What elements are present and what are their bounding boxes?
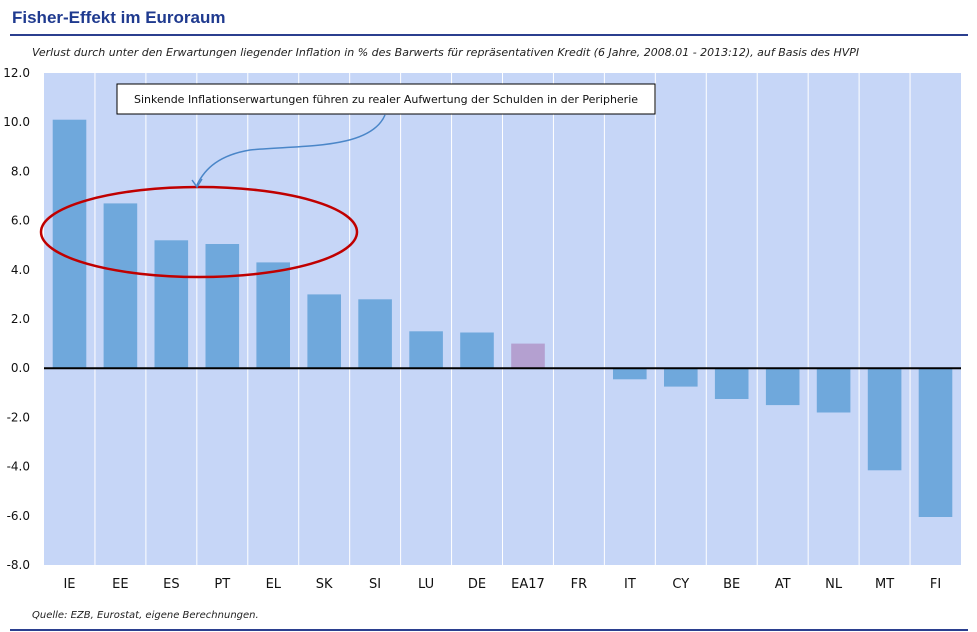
y-tick-label: -8.0 — [7, 558, 30, 572]
arrow-head — [191, 178, 203, 189]
bar-de — [460, 332, 494, 369]
y-tick-label: 0.0 — [11, 361, 30, 375]
x-category-label: EA17 — [511, 577, 545, 592]
bar-sk — [307, 294, 341, 369]
bars — [52, 119, 953, 517]
y-axis-ticks: 12.0 10.0 8.0 6.0 4.0 2.0 0.0 -2.0 -4.0 -6.0 -8.0 — [3, 66, 30, 572]
bar-pt — [205, 244, 240, 369]
bar-fi — [918, 368, 953, 517]
x-category-label: CY — [672, 577, 689, 592]
bar-es — [154, 240, 189, 369]
annotation-arrow — [196, 114, 386, 186]
x-category-label: MT — [875, 577, 894, 592]
bar-el — [256, 262, 290, 369]
x-category-label: BE — [723, 577, 740, 592]
y-tick-label: 4.0 — [11, 263, 30, 277]
chart-subtitle: Verlust durch unter den Erwartungen lieg… — [32, 46, 860, 59]
bar-si — [358, 299, 392, 369]
bar-ea17 — [511, 343, 545, 369]
y-tick-label: 10.0 — [3, 115, 30, 129]
bar-nl — [816, 368, 851, 413]
bar-at — [765, 368, 800, 406]
y-tick-label: -4.0 — [7, 460, 30, 474]
bar-ie — [52, 119, 87, 369]
x-category-label: SI — [369, 577, 381, 592]
x-category-label: ES — [163, 577, 179, 592]
x-category-label: FI — [930, 577, 941, 592]
y-tick-label: 2.0 — [11, 312, 30, 326]
chart-title: Fisher-Effekt im Euroraum — [12, 8, 226, 27]
x-category-label: EL — [266, 577, 282, 592]
bar-ee — [103, 203, 138, 369]
x-category-label: IE — [63, 577, 75, 592]
x-category-label: LU — [418, 577, 434, 592]
annotation-text: Sinkende Inflationserwartungen führen zu… — [134, 93, 638, 106]
y-tick-label: -6.0 — [7, 509, 30, 523]
bottom-divider — [10, 629, 968, 631]
x-category-label: SK — [316, 577, 333, 592]
annotation-box — [116, 83, 656, 115]
x-category-label: EE — [112, 577, 128, 592]
y-tick-label: 8.0 — [11, 164, 30, 178]
x-category-label: DE — [468, 577, 486, 592]
y-tick-label: -2.0 — [7, 410, 30, 424]
x-category-label: IT — [624, 577, 636, 592]
y-tick-label: 12.0 — [3, 66, 30, 80]
y-tick-label: 6.0 — [11, 214, 30, 228]
bar-it — [613, 368, 647, 380]
x-category-label: AT — [775, 577, 791, 592]
highlight-ellipse — [39, 185, 359, 279]
grid-lines — [94, 73, 911, 565]
x-category-label: NL — [825, 577, 843, 592]
source-note: Quelle: EZB, Eurostat, eigene Berechnung… — [32, 610, 259, 621]
bar-cy — [664, 368, 698, 387]
bar-lu — [409, 331, 443, 369]
bar-mt — [867, 368, 902, 471]
x-category-label: PT — [214, 577, 230, 592]
top-divider — [10, 34, 968, 36]
x-category-label: FR — [571, 577, 588, 592]
x-axis-labels: IE EE ES PT EL SK SI LU DE EA17 FR IT CY BE AT NL MT FI — [63, 577, 941, 592]
bar-be — [714, 368, 749, 399]
